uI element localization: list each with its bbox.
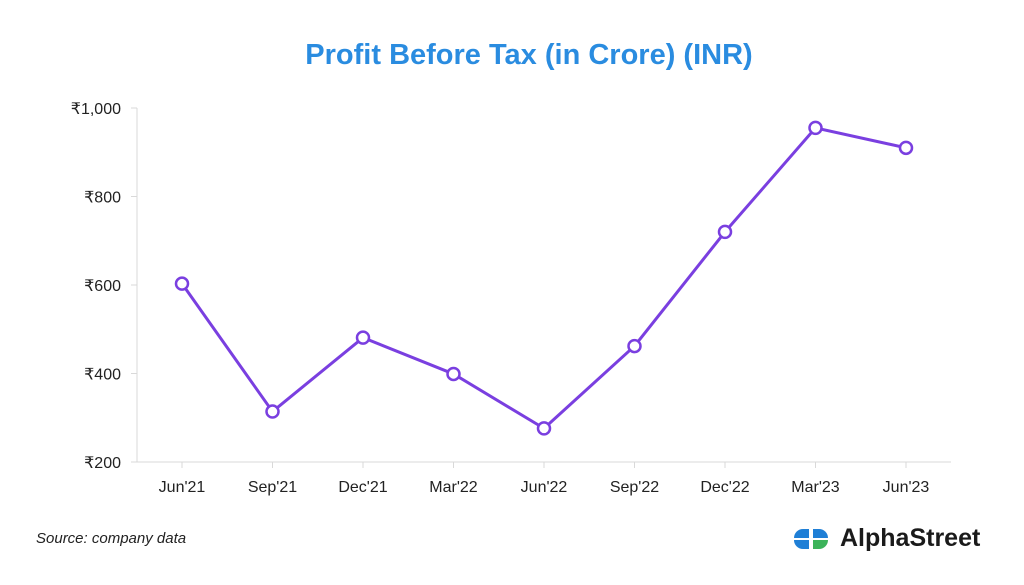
alphastreet-logo-icon — [794, 528, 828, 549]
x-axis-ticks: Jun'21 Sep'21 Dec'21 Mar'22 Jun'22 Sep'22 Dec'… — [159, 462, 930, 496]
x-tick-label: Jun'23 — [883, 479, 930, 496]
data-point — [717, 224, 733, 240]
data-point — [265, 404, 280, 419]
x-tick-label: Dec'22 — [700, 479, 749, 496]
y-tick-label: ₹600 — [84, 278, 121, 295]
series — [174, 120, 914, 436]
x-tick-label: Sep'22 — [610, 479, 659, 496]
x-tick-label: Jun'22 — [521, 479, 568, 496]
brand-name: AlphaStreet — [840, 524, 981, 552]
x-tick-label: Sep'21 — [248, 479, 297, 496]
data-point — [808, 120, 823, 136]
data-point — [536, 421, 552, 436]
y-tick-label: ₹800 — [84, 190, 121, 207]
series-line — [180, 126, 908, 430]
x-tick-label: Dec'21 — [338, 479, 387, 496]
data-point — [355, 330, 371, 345]
y-tick-label: ₹1,000 — [71, 101, 121, 118]
source-note: Source: company data — [36, 530, 187, 547]
axes — [136, 108, 951, 463]
data-point — [174, 276, 190, 291]
y-axis-ticks: ₹200 ₹400 ₹600 ₹800 ₹1,000 — [71, 101, 137, 472]
data-point — [627, 338, 642, 354]
y-tick-label: ₹400 — [84, 367, 121, 384]
x-tick-label: Jun'21 — [159, 479, 206, 496]
y-tick-label: ₹200 — [84, 455, 121, 472]
chart-title: Profit Before Tax (in Crore) (INR) — [305, 39, 752, 71]
brand: AlphaStreet — [792, 524, 980, 553]
x-tick-label: Mar'23 — [791, 479, 840, 496]
data-point — [446, 366, 461, 382]
x-tick-label: Mar'22 — [429, 479, 478, 496]
data-point — [898, 140, 914, 156]
